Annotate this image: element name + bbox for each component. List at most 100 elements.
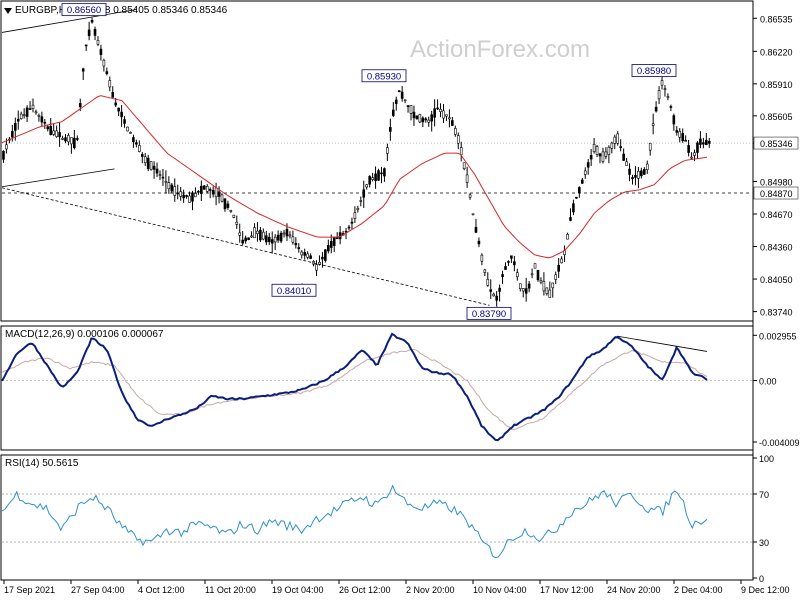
- candle-body: [265, 235, 268, 243]
- candle-body: [143, 156, 147, 163]
- price-tick-label: 0.84050: [760, 275, 793, 285]
- rsi-header: RSI(14) 50.5615: [5, 458, 79, 469]
- candle-body: [297, 247, 301, 250]
- support-level-box: [753, 186, 799, 200]
- candle-body: [386, 147, 389, 154]
- time-tick-label: 4 Oct 12:00: [138, 585, 185, 595]
- annotation-box: [271, 283, 317, 297]
- candle-body: [560, 258, 563, 264]
- candle-body: [613, 136, 617, 144]
- candle-body: [462, 162, 466, 169]
- candle-body: [507, 261, 510, 263]
- candle-body: [563, 250, 566, 255]
- candle-body: [557, 264, 560, 272]
- candle-body: [383, 168, 386, 177]
- macd-signal-line: [1, 348, 708, 431]
- price-tick-label: 0.85346: [760, 139, 793, 149]
- trendline-3: [1, 187, 490, 306]
- candle-body: [669, 106, 673, 108]
- candle-body: [554, 274, 558, 280]
- candle-body: [321, 256, 324, 260]
- candle-body: [651, 123, 655, 126]
- annotation-label: 0.86560: [67, 5, 101, 16]
- candle-body: [474, 226, 478, 233]
- candle-body: [191, 192, 194, 202]
- candle-body: [542, 281, 546, 292]
- candle-body: [575, 196, 578, 199]
- candle-body: [170, 184, 174, 192]
- candle-body: [78, 103, 82, 108]
- rsi-line: [1, 484, 708, 559]
- price-axis-layer: 0.86535 0.86220 0.85910 0.85605 0.85346 0.849…: [753, 14, 799, 318]
- price-tick-label: 0.85605: [760, 112, 793, 122]
- time-tick-label: 11 Oct 20:00: [205, 585, 256, 595]
- candle-body: [179, 191, 182, 197]
- macd-main-line: [1, 332, 708, 442]
- candle-body: [660, 80, 664, 86]
- candle-body: [194, 193, 197, 198]
- candle-body: [699, 138, 702, 145]
- candle-body: [16, 118, 20, 122]
- candle-body: [501, 274, 504, 278]
- candle-body: [315, 264, 318, 271]
- time-axis-layer: 17 Sep 2021 27 Sep 04:00 4 Oct 12:00 11 Oct…: [3, 580, 790, 595]
- candle-body: [539, 279, 543, 283]
- candle-body: [521, 288, 525, 292]
- candle-body: [566, 234, 569, 240]
- candle-body: [176, 192, 180, 195]
- candle-body: [637, 171, 640, 179]
- candle-body: [96, 39, 100, 45]
- candle-body: [513, 261, 516, 266]
- candle-body: [362, 189, 366, 198]
- candle-body: [480, 254, 484, 262]
- candle-body: [533, 263, 537, 269]
- candle-body: [208, 189, 212, 191]
- price-tick-label: 0.83740: [760, 308, 793, 318]
- candle-body: [244, 237, 247, 242]
- candle-body: [335, 237, 339, 240]
- candle-body: [675, 130, 679, 133]
- time-tick-label: 19 Oct 04:00: [272, 585, 324, 595]
- candle-body: [300, 251, 304, 256]
- candle-body: [2, 150, 5, 160]
- candle-body: [67, 135, 70, 143]
- price-tick-label: 0.84360: [760, 243, 793, 253]
- support-level-label: 0.84870: [760, 189, 793, 199]
- candle-body: [262, 231, 265, 240]
- price-overlays-layer: 0.86560 0.85930 0.84010 0.83790 0.85980: [1, 3, 708, 320]
- candle-body: [495, 295, 498, 301]
- candle-body: [87, 29, 91, 37]
- candle-body: [510, 255, 513, 259]
- candle-body: [687, 145, 690, 153]
- candle-body: [569, 217, 572, 221]
- candle-body: [253, 227, 256, 239]
- candle-body: [589, 155, 593, 160]
- candle-body: [73, 137, 76, 149]
- candle-body: [468, 194, 472, 198]
- candle-body: [247, 237, 250, 240]
- candle-body: [705, 139, 708, 145]
- candle-body: [185, 195, 188, 197]
- candle-body: [371, 177, 374, 180]
- candle-body: [146, 157, 150, 169]
- candle-body: [645, 163, 649, 171]
- candle-body: [350, 221, 354, 224]
- candle-body: [64, 137, 67, 142]
- rsi-tick-label: 0: [759, 574, 764, 584]
- candle-body: [303, 252, 306, 256]
- candle-body: [666, 96, 670, 98]
- candle-body: [182, 194, 185, 199]
- candle-body: [374, 173, 377, 181]
- candle-body: [353, 212, 357, 219]
- candle-body: [152, 165, 156, 170]
- macd-tick-label: 0.002955: [759, 331, 797, 341]
- candle-body: [418, 114, 422, 123]
- candle-body: [548, 289, 552, 298]
- candle-body: [397, 90, 401, 93]
- candle-body: [256, 230, 259, 234]
- candle-body: [205, 186, 209, 192]
- macd-header: MACD(12,26,9) 0.000106 0.000067: [5, 329, 164, 340]
- watermark-text: ActionForex.com: [410, 36, 590, 63]
- candle-body: [619, 146, 622, 148]
